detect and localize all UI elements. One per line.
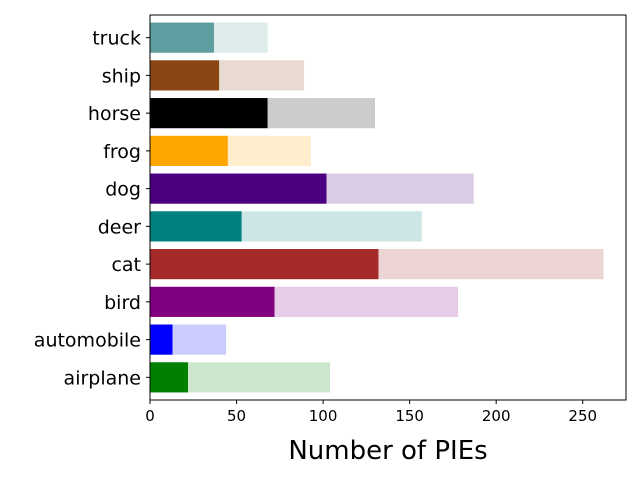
bar-dog-segment-1	[150, 173, 327, 204]
bar-automobile-segment-1	[150, 324, 173, 355]
plot-frame	[149, 14, 627, 401]
bar-automobile-segment-2	[172, 324, 227, 355]
bar-horse-segment-1	[150, 98, 268, 129]
bar-dog-segment-2	[326, 173, 474, 204]
bar-frog-segment-1	[150, 135, 228, 166]
bars-group	[150, 22, 604, 393]
y-tick-label-horse: horse	[88, 103, 141, 125]
y-tick-label-cat: cat	[111, 254, 141, 276]
bar-deer-segment-1	[150, 211, 242, 242]
x-tick-label: 100	[309, 407, 338, 425]
y-tick-label-deer: deer	[98, 216, 141, 238]
y-tick-label-automobile: automobile	[34, 330, 141, 352]
bar-cat-segment-2	[378, 249, 604, 280]
y-tick-label-airplane: airplane	[64, 367, 141, 389]
y-tick-label-frog: frog	[103, 141, 141, 163]
bar-airplane-segment-2	[188, 362, 331, 393]
bar-frog-segment-2	[227, 135, 311, 166]
y-axis-ticks: airplane automobile bird cat deer dog frog hors…	[34, 28, 150, 389]
x-tick-label: 200	[482, 407, 511, 425]
bar-cat-segment-1	[150, 249, 379, 280]
bar-truck-segment-2	[214, 22, 268, 53]
bar-deer-segment-2	[241, 211, 422, 242]
x-axis-ticks: 0 50 100 150 200 250	[145, 400, 597, 425]
y-tick-label-bird: bird	[104, 292, 141, 314]
bar-bird-segment-2	[274, 286, 459, 317]
bar-airplane-segment-1	[150, 362, 189, 393]
bar-ship-segment-2	[219, 60, 305, 91]
x-tick-label: 150	[395, 407, 424, 425]
y-tick-label-dog: dog	[105, 179, 141, 201]
x-tick-label: 50	[227, 407, 246, 425]
x-tick-label: 250	[568, 407, 597, 425]
x-tick-label: 0	[145, 407, 155, 425]
bar-ship-segment-1	[150, 60, 220, 91]
bar-horse-segment-2	[267, 98, 376, 129]
y-tick-label-truck: truck	[92, 28, 141, 50]
bar-truck-segment-1	[150, 22, 215, 53]
y-tick-label-ship: ship	[102, 65, 141, 87]
bar-bird-segment-1	[150, 286, 275, 317]
x-axis-title: Number of PIEs	[288, 436, 487, 466]
